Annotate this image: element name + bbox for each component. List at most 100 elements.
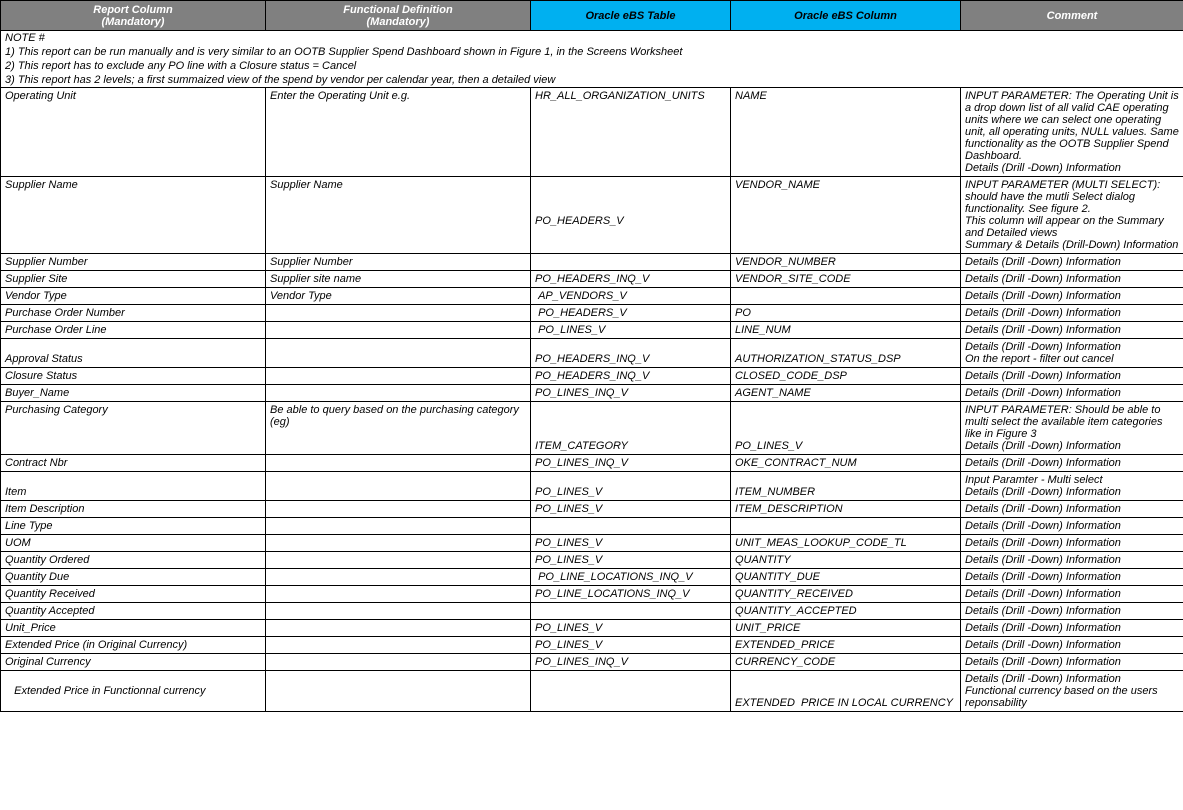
- cell-c1: Quantity Ordered: [1, 552, 266, 569]
- cell-c2: [266, 586, 531, 603]
- cell-c1: Quantity Received: [1, 586, 266, 603]
- cell-c2: [266, 671, 531, 712]
- cell-c1: Approval Status: [1, 339, 266, 368]
- note-line-3: 3) This report has 2 levels; a first sum…: [1, 73, 1183, 88]
- cell-c3: HR_ALL_ORGANIZATION_UNITS: [531, 88, 731, 177]
- header-c1-l1: Report Column: [93, 4, 172, 16]
- table-row: Unit_PricePO_LINES_VUNIT_PRICEDetails (D…: [1, 620, 1183, 637]
- cell-c3: ITEM_CATEGORY: [531, 402, 731, 455]
- cell-c1: Vendor Type: [1, 288, 266, 305]
- cell-c5: Details (Drill -Down) Information: [961, 288, 1183, 305]
- cell-c5: INPUT PARAMETER: The Operating Unit is a…: [961, 88, 1183, 177]
- cell-c2: [266, 322, 531, 339]
- cell-c4: ITEM_NUMBER: [731, 472, 961, 501]
- cell-c5: Details (Drill -Down) Information: [961, 254, 1183, 271]
- cell-c3: PO_HEADERS_V: [531, 305, 731, 322]
- header-c2-l2: (Mandatory): [367, 16, 430, 28]
- cell-c2: [266, 569, 531, 586]
- table-row: Extended Price in Functionnal currency E…: [1, 671, 1183, 712]
- cell-c1: Operating Unit: [1, 88, 266, 177]
- cell-c2: [266, 339, 531, 368]
- cell-c3: PO_LINES_V: [531, 620, 731, 637]
- header-oracle-table: Oracle eBS Table: [531, 1, 731, 31]
- cell-c2: [266, 455, 531, 472]
- cell-c3: [531, 518, 731, 535]
- note-line-1: 1) This report can be run manually and i…: [1, 45, 1183, 59]
- cell-c4: UNIT_MEAS_LOOKUP_CODE_TL: [731, 535, 961, 552]
- cell-c3: PO_HEADERS_INQ_V: [531, 271, 731, 288]
- cell-c2: [266, 518, 531, 535]
- cell-c4: ITEM_DESCRIPTION: [731, 501, 961, 518]
- cell-c1: Purchase Order Line: [1, 322, 266, 339]
- cell-c5: Details (Drill -Down) Information On the…: [961, 339, 1183, 368]
- cell-c5: Details (Drill -Down) Information: [961, 603, 1183, 620]
- cell-c4: QUANTITY: [731, 552, 961, 569]
- cell-c1: Quantity Accepted: [1, 603, 266, 620]
- header-comment: Comment: [961, 1, 1183, 31]
- cell-c2: [266, 305, 531, 322]
- cell-c5: Input Paramter - Multi select Details (D…: [961, 472, 1183, 501]
- cell-c1: Supplier Name: [1, 177, 266, 254]
- cell-c4: CURRENCY_CODE: [731, 654, 961, 671]
- cell-c4: QUANTITY_RECEIVED: [731, 586, 961, 603]
- table-row: Line TypeDetails (Drill -Down) Informati…: [1, 518, 1183, 535]
- cell-c5: Details (Drill -Down) Information: [961, 637, 1183, 654]
- cell-c4: LINE_NUM: [731, 322, 961, 339]
- cell-c4: AGENT_NAME: [731, 385, 961, 402]
- cell-c5: Details (Drill -Down) Information: [961, 271, 1183, 288]
- cell-c3: PO_LINES_V: [531, 637, 731, 654]
- cell-c5: Details (Drill -Down) Information: [961, 654, 1183, 671]
- cell-c5: Details (Drill -Down) Information Functi…: [961, 671, 1183, 712]
- cell-c1: Buyer_Name: [1, 385, 266, 402]
- cell-c1: Purchase Order Number: [1, 305, 266, 322]
- header-c2-l1: Functional Definition: [343, 4, 452, 16]
- cell-c2: Supplier Number: [266, 254, 531, 271]
- cell-c2: [266, 603, 531, 620]
- table-row: Item DescriptionPO_LINES_VITEM_DESCRIPTI…: [1, 501, 1183, 518]
- cell-c4: VENDOR_NUMBER: [731, 254, 961, 271]
- cell-c2: Enter the Operating Unit e.g.: [266, 88, 531, 177]
- cell-c5: INPUT PARAMETER: Should be able to multi…: [961, 402, 1183, 455]
- note-line-2: 2) This report has to exclude any PO lin…: [1, 59, 1183, 73]
- note-row-1: 1) This report can be run manually and i…: [1, 45, 1183, 59]
- table-row: Extended Price (in Original Currency) PO_…: [1, 637, 1183, 654]
- table-row: Contract NbrPO_LINES_INQ_VOKE_CONTRACT_N…: [1, 455, 1183, 472]
- cell-c2: [266, 620, 531, 637]
- cell-c2: Supplier site name: [266, 271, 531, 288]
- cell-c1: UOM: [1, 535, 266, 552]
- cell-c2: [266, 637, 531, 654]
- cell-c4: VENDOR_NAME: [731, 177, 961, 254]
- table-row: Purchasing CategoryBe able to query base…: [1, 402, 1183, 455]
- header-functional-def: Functional Definition (Mandatory): [266, 1, 531, 31]
- cell-c3: [531, 671, 731, 712]
- cell-c5: Details (Drill -Down) Information: [961, 455, 1183, 472]
- cell-c3: PO_HEADERS_INQ_V: [531, 368, 731, 385]
- table-row: Quantity Due PO_LINE_LOCATIONS_INQ_VQUAN…: [1, 569, 1183, 586]
- cell-c5: Details (Drill -Down) Information: [961, 385, 1183, 402]
- cell-c3: PO_LINES_V: [531, 501, 731, 518]
- table-row: Buyer_Name PO_LINES_INQ_VAGENT_NAMEDetail…: [1, 385, 1183, 402]
- cell-c3: PO_LINES_INQ_V: [531, 385, 731, 402]
- table-row: Supplier SiteSupplier site namePO_HEADER…: [1, 271, 1183, 288]
- table-row: Operating UnitEnter the Operating Unit e…: [1, 88, 1183, 177]
- cell-c1: Supplier Number: [1, 254, 266, 271]
- table-row: Supplier NumberSupplier Number VENDOR_NUM…: [1, 254, 1183, 271]
- note-row-title: NOTE #: [1, 31, 1183, 46]
- cell-c2: Be able to query based on the purchasing…: [266, 402, 531, 455]
- cell-c3: [531, 603, 731, 620]
- cell-c4: VENDOR_SITE_CODE: [731, 271, 961, 288]
- spec-table: Report Column (Mandatory) Functional Def…: [0, 0, 1183, 712]
- cell-c1: Quantity Due: [1, 569, 266, 586]
- note-row-2: 2) This report has to exclude any PO lin…: [1, 59, 1183, 73]
- note-row-3: 3) This report has 2 levels; a first sum…: [1, 73, 1183, 88]
- cell-c5: Details (Drill -Down) Information: [961, 535, 1183, 552]
- cell-c2: [266, 472, 531, 501]
- cell-c5: Details (Drill -Down) Information: [961, 322, 1183, 339]
- cell-c5: Details (Drill -Down) Information: [961, 518, 1183, 535]
- cell-c4: UNIT_PRICE: [731, 620, 961, 637]
- cell-c3: PO_LINES_V: [531, 552, 731, 569]
- cell-c3: PO_LINES_V: [531, 322, 731, 339]
- cell-c1: Extended Price (in Original Currency): [1, 637, 266, 654]
- cell-c2: Vendor Type: [266, 288, 531, 305]
- cell-c5: Details (Drill -Down) Information: [961, 586, 1183, 603]
